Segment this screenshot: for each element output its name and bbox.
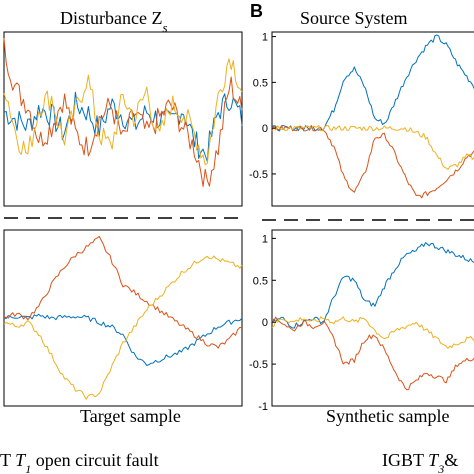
- source-axes: [271, 31, 474, 207]
- disturbance-series-blue: [3, 91, 243, 163]
- source-system-ytick-label: 0: [262, 123, 268, 135]
- synthetic-sample-series-yellow: [271, 316, 474, 349]
- source-title: Source System: [300, 8, 408, 28]
- synthetic-sample-ytick-label: -1: [258, 401, 268, 413]
- source-yticks: 1 0.5 0 -0.5: [249, 32, 276, 181]
- disturbance-series-yellow: [3, 58, 243, 166]
- disturbance-title: Disturbance Zs: [60, 8, 168, 35]
- target-series: [3, 235, 243, 400]
- source-system-ytick-label: -0.5: [249, 169, 268, 181]
- source-system-series-yellow: [271, 125, 474, 170]
- synthetic-sample-ytick-label: 0.5: [253, 275, 268, 287]
- disturbance-series-orange: [3, 38, 243, 187]
- target-sample-series-yellow: [3, 255, 243, 400]
- source-system-series-orange: [271, 124, 474, 199]
- source-series: [271, 34, 474, 199]
- panel-letter: B: [250, 1, 263, 21]
- synthetic-title: Synthetic sample: [326, 406, 449, 426]
- synthetic-sample-ytick-label: -0.5: [249, 359, 268, 371]
- target-sample-series-blue: [3, 313, 243, 366]
- target-axes: [3, 229, 243, 407]
- target-title: Target sample: [80, 406, 181, 426]
- source-system-ytick-label: 1: [262, 32, 268, 44]
- right-caption: IGBT T3&: [382, 450, 458, 474]
- disturbance-axes: [3, 31, 243, 207]
- synthetic-series: [271, 242, 474, 391]
- synthetic-axes: [271, 229, 474, 407]
- target-sample-series-orange: [4, 235, 243, 349]
- synthetic-yticks: 1 0.5 0 -0.5 -1: [249, 233, 276, 413]
- synthetic-sample-series-blue: [271, 242, 474, 329]
- disturbance-series: [3, 38, 243, 187]
- left-caption: T T1 open circuit fault: [0, 450, 159, 474]
- source-system-series-blue: [271, 34, 474, 132]
- source-system-ytick-label: 0.5: [253, 77, 268, 89]
- synthetic-sample-series-orange: [271, 316, 474, 391]
- synthetic-sample-ytick-label: 0: [262, 317, 268, 329]
- synthetic-sample-ytick-label: 1: [262, 233, 268, 245]
